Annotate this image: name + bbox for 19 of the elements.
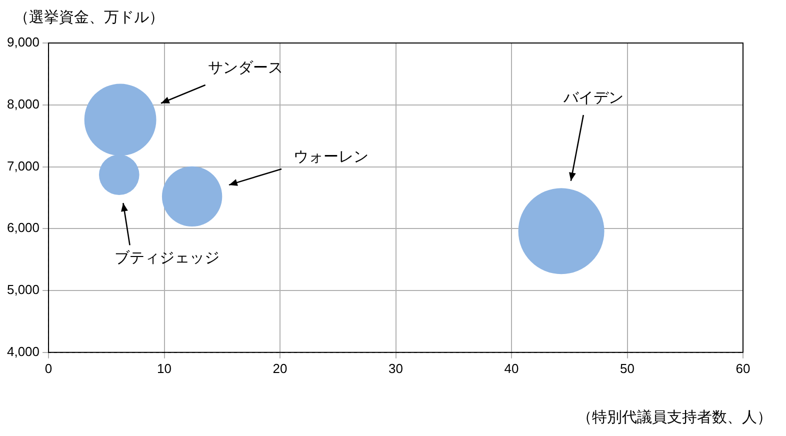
x-tick-label: 40 <box>504 360 519 376</box>
y-axis-title: （選挙資金、万ドル） <box>14 8 164 27</box>
x-axis-title: （特別代議員支持者数、人） <box>577 408 772 427</box>
x-tick-label: 30 <box>388 360 403 376</box>
x-tick-label: 10 <box>157 360 172 376</box>
x-tick-label: 60 <box>736 360 750 376</box>
y-tick-label: 6,000 <box>6 220 40 236</box>
y-tick-label: 5,000 <box>6 282 40 298</box>
y-tick-label: 9,000 <box>6 34 40 50</box>
y-tick-label: 4,000 <box>6 344 40 359</box>
x-tick-label: 0 <box>44 360 52 376</box>
x-tick-label: 20 <box>272 360 288 376</box>
annotation: サンダース <box>208 58 283 78</box>
annotation: ブティジェッジ <box>114 248 220 268</box>
x-tick-label: 50 <box>620 360 634 376</box>
annotation: バイデン <box>563 88 624 108</box>
y-tick-label: 7,000 <box>6 158 40 174</box>
annotation: ウォーレン <box>294 148 369 167</box>
y-tick-label: 8,000 <box>6 96 40 112</box>
